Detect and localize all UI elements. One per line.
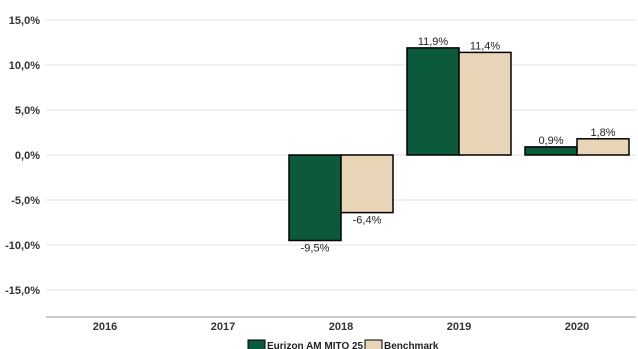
legend: Eurizon AM MITO 25 P Benchmark [247, 339, 439, 349]
data-label-benchmark-2020: 1,8% [590, 127, 615, 139]
x-tick-label: 2019 [447, 321, 471, 333]
data-label-fund-2018: -9,5% [301, 243, 330, 255]
legend-swatch-benchmark [364, 339, 383, 349]
bars [288, 47, 630, 242]
y-tick-label: -5,0% [11, 195, 40, 207]
x-tick-label: 2020 [565, 321, 589, 333]
bar-fund-2020 [524, 146, 578, 156]
legend-label-fund: Eurizon AM MITO 25 P [267, 341, 373, 349]
data-label-fund-2020: 0,9% [538, 135, 563, 147]
x-axis-ticks: 2016 2017 2018 2019 2020 [93, 321, 589, 333]
bar-benchmark-2019 [458, 51, 512, 156]
legend-label-benchmark: Benchmark [384, 341, 439, 349]
y-tick-label: -10,0% [5, 240, 40, 252]
y-axis-ticks: 15,0% 10,0% 5,0% 0,0% -5,0% -10,0% -15,0% [5, 15, 40, 297]
y-tick-label: 0,0% [15, 150, 40, 162]
data-label-benchmark-2019: 11,4% [470, 40, 501, 52]
y-tick-label: 5,0% [15, 105, 40, 117]
x-tick-label: 2018 [329, 321, 353, 333]
legend-swatch-fund [247, 339, 266, 349]
y-tick-label: -15,0% [5, 285, 40, 297]
y-tick-label: 10,0% [9, 60, 40, 72]
y-tick-label: 15,0% [9, 15, 40, 27]
bar-benchmark-2020 [576, 138, 630, 156]
bar-benchmark-2018 [340, 154, 394, 214]
data-label-benchmark-2018: -6,4% [353, 215, 382, 227]
bar-fund-2018 [288, 154, 342, 242]
data-label-fund-2019: 11,9% [418, 36, 449, 48]
bar-fund-2019 [406, 47, 460, 156]
x-tick-label: 2017 [211, 321, 235, 333]
x-tick-label: 2016 [93, 321, 117, 333]
data-labels: -9,5% -6,4% 11,9% 11,4% 0,9% 1,8% [301, 36, 616, 255]
